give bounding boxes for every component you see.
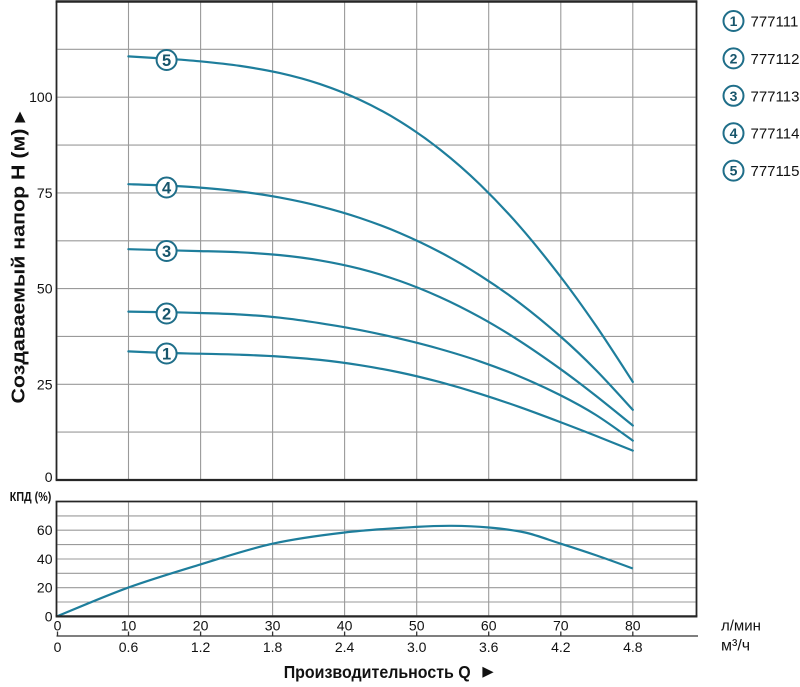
svg-text:5: 5 xyxy=(162,52,171,70)
svg-text:0: 0 xyxy=(54,618,62,634)
svg-text:777111: 777111 xyxy=(751,14,799,31)
svg-text:20: 20 xyxy=(37,580,53,596)
svg-text:2: 2 xyxy=(730,50,738,66)
svg-text:КПД (%): КПД (%) xyxy=(10,489,52,504)
svg-text:4.2: 4.2 xyxy=(551,639,571,655)
svg-text:70: 70 xyxy=(553,618,569,634)
svg-text:4: 4 xyxy=(730,125,738,141)
svg-text:2: 2 xyxy=(162,306,171,324)
svg-text:777113: 777113 xyxy=(751,88,800,105)
svg-text:25: 25 xyxy=(37,376,53,392)
svg-text:777112: 777112 xyxy=(751,51,800,68)
svg-text:50: 50 xyxy=(37,281,53,297)
svg-text:2.4: 2.4 xyxy=(335,639,355,655)
svg-text:777114: 777114 xyxy=(751,126,800,143)
svg-text:3: 3 xyxy=(730,88,738,104)
svg-text:Производительность Q: Производительность Q xyxy=(284,662,471,682)
svg-text:м³/ч: м³/ч xyxy=(721,638,750,655)
svg-text:100: 100 xyxy=(29,89,53,105)
svg-text:л/мин: л/мин xyxy=(721,618,761,635)
svg-text:Создаваемый напор H (м): Создаваемый напор H (м) xyxy=(8,129,29,404)
svg-text:777115: 777115 xyxy=(751,163,800,180)
svg-text:1.2: 1.2 xyxy=(191,639,211,655)
svg-text:50: 50 xyxy=(409,618,425,634)
svg-text:40: 40 xyxy=(337,618,353,634)
svg-text:5: 5 xyxy=(730,163,738,179)
svg-text:3: 3 xyxy=(162,243,171,261)
svg-text:1: 1 xyxy=(730,13,738,29)
svg-text:4: 4 xyxy=(162,180,172,198)
svg-text:3.6: 3.6 xyxy=(479,639,499,655)
svg-text:1: 1 xyxy=(162,346,171,364)
svg-text:0: 0 xyxy=(54,639,62,655)
svg-text:1.8: 1.8 xyxy=(263,639,283,655)
svg-text:40: 40 xyxy=(37,551,53,567)
svg-text:4.8: 4.8 xyxy=(623,639,643,655)
svg-text:60: 60 xyxy=(481,618,497,634)
svg-text:0: 0 xyxy=(45,469,53,485)
svg-text:75: 75 xyxy=(37,185,53,201)
svg-text:3.0: 3.0 xyxy=(407,639,427,655)
svg-text:0: 0 xyxy=(45,608,53,624)
svg-text:60: 60 xyxy=(37,522,53,538)
svg-text:80: 80 xyxy=(625,618,641,634)
svg-text:30: 30 xyxy=(265,618,281,634)
svg-text:0.6: 0.6 xyxy=(119,639,139,655)
svg-text:10: 10 xyxy=(121,618,137,634)
svg-text:20: 20 xyxy=(193,618,209,634)
